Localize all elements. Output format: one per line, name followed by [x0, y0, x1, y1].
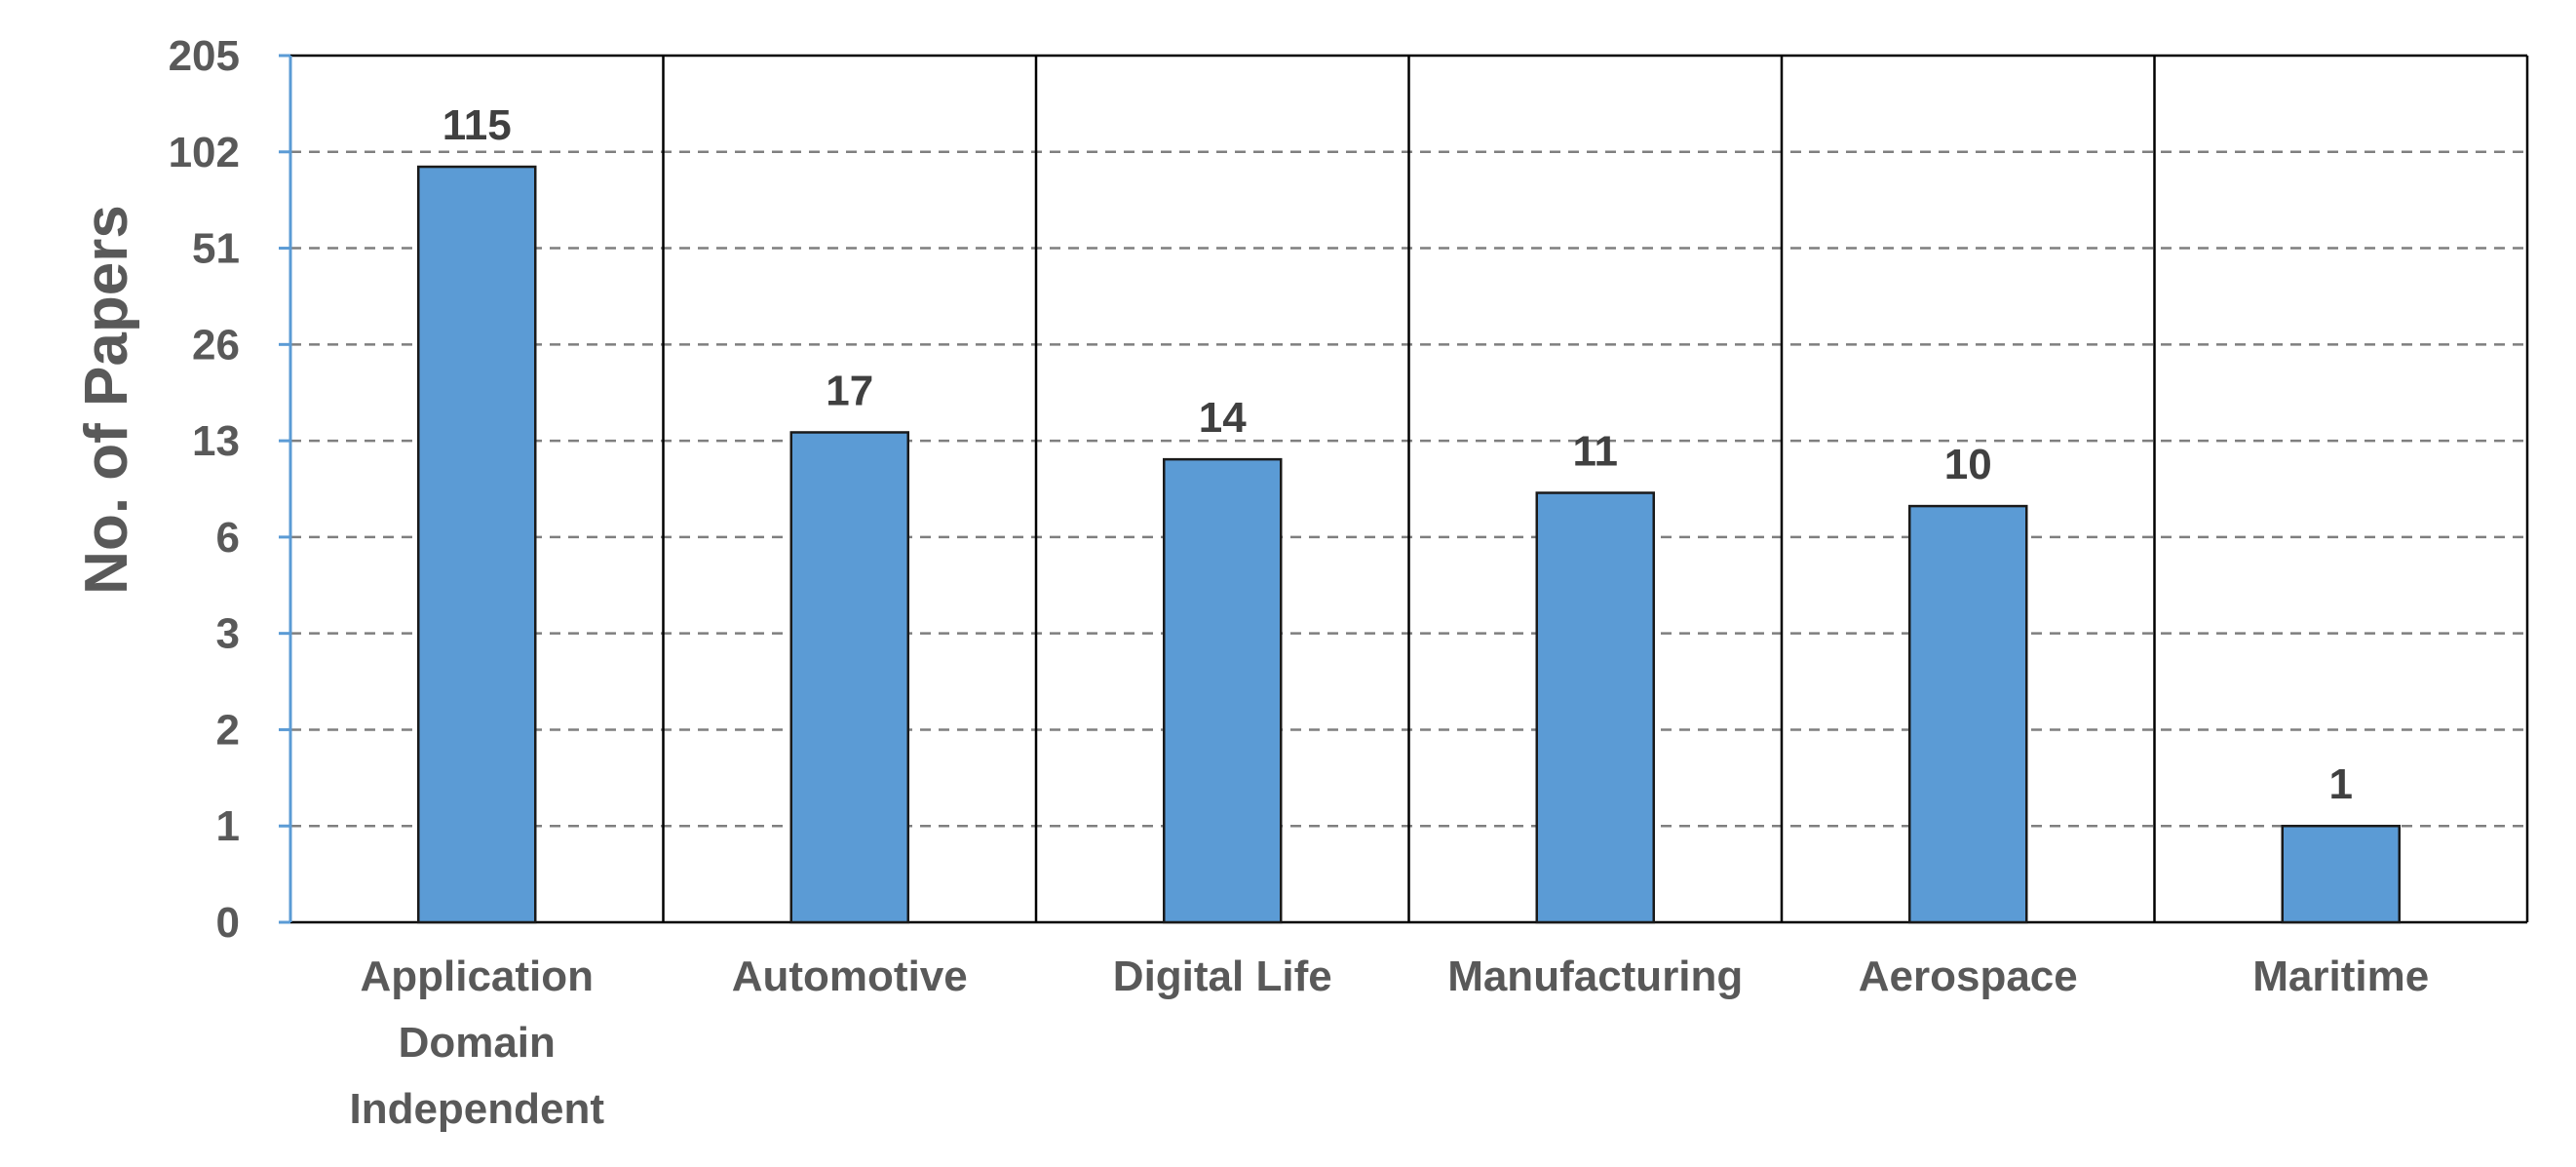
data-labels: 115 17 14 11 10 1 [442, 101, 2353, 808]
y-tick-label: 0 [216, 899, 240, 947]
y-tick-label: 102 [169, 129, 240, 176]
x-category-labels: Application Domain Independent Automotive Di… [349, 953, 2429, 1133]
y-axis-title: No. of Papers [73, 205, 140, 595]
y-tick-label: 6 [216, 514, 240, 562]
bars [417, 165, 2401, 924]
x-category-label: Manufacturing [1447, 953, 1743, 1000]
y-tick-label: 26 [192, 321, 240, 369]
y-tick-label: 1 [216, 802, 240, 850]
y-tick-label: 13 [192, 417, 240, 465]
x-category-label: Maritime [2252, 953, 2429, 1000]
bar-value-label: 115 [442, 101, 512, 149]
bar-value-label: 10 [1944, 441, 1992, 488]
plot-frame [279, 54, 2529, 924]
bar-value-label: 11 [1572, 428, 1618, 476]
bar-value-label: 1 [2329, 760, 2353, 808]
x-category-label: Aerospace [1859, 953, 2078, 1000]
y-tick-label: 205 [169, 32, 240, 80]
y-tick-label: 2 [216, 706, 240, 754]
bar [789, 431, 909, 924]
y-tick-labels: 0 1 2 3 6 13 26 51 102 205 [169, 32, 240, 947]
bar [1908, 504, 2028, 924]
x-category-label: Digital Life [1113, 953, 1332, 1000]
bar [1163, 457, 1283, 924]
bar [2281, 824, 2401, 924]
bar-value-label: 17 [826, 367, 873, 414]
x-category-label: Automotive [732, 953, 968, 1000]
bar [417, 165, 537, 924]
bar [1535, 491, 1655, 924]
y-tick-label: 51 [192, 225, 240, 273]
bar-value-label: 14 [1199, 394, 1247, 442]
x-category-label: Application Domain Independent [349, 953, 604, 1133]
y-tick-label: 3 [216, 610, 240, 658]
